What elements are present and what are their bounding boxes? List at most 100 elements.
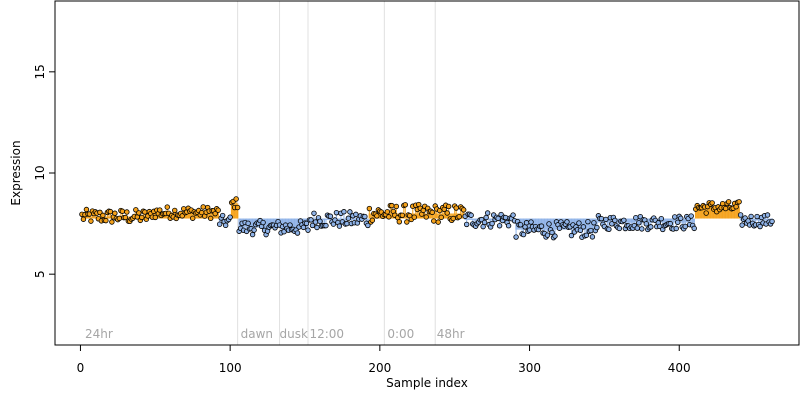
sample-point bbox=[164, 204, 170, 210]
sample-point bbox=[88, 218, 94, 224]
sample-point bbox=[603, 216, 609, 223]
sample-point bbox=[362, 213, 368, 220]
sample-point bbox=[658, 215, 664, 222]
sample-point bbox=[393, 203, 400, 210]
sample-point bbox=[100, 212, 106, 219]
sample-point bbox=[484, 210, 491, 216]
sample-point bbox=[538, 223, 545, 229]
sample-point bbox=[612, 217, 618, 224]
sample-point bbox=[583, 232, 590, 238]
data-points bbox=[79, 196, 775, 241]
condition-label: dusk bbox=[280, 327, 308, 341]
sample-point bbox=[353, 211, 359, 218]
sample-point bbox=[757, 223, 763, 230]
sample-point bbox=[643, 221, 650, 227]
sample-point bbox=[411, 214, 417, 220]
sample-point bbox=[577, 227, 584, 233]
sample-point bbox=[200, 204, 206, 210]
sample-point bbox=[446, 203, 452, 210]
sample-point bbox=[733, 203, 739, 210]
sample-point bbox=[588, 227, 594, 234]
sample-point bbox=[152, 214, 158, 221]
sample-point bbox=[725, 199, 732, 205]
sample-point bbox=[431, 218, 437, 224]
sample-point bbox=[639, 226, 645, 232]
sample-point bbox=[769, 218, 775, 225]
sample-point bbox=[737, 212, 744, 218]
sample-point bbox=[207, 215, 214, 222]
sample-point bbox=[520, 231, 527, 238]
sample-point bbox=[633, 214, 639, 221]
sample-point bbox=[312, 219, 319, 225]
sample-point bbox=[365, 222, 371, 229]
sample-point bbox=[523, 220, 530, 226]
sample-point bbox=[212, 210, 218, 217]
sample-point bbox=[576, 220, 582, 226]
x-axis: 0 100 200 300 400 bbox=[77, 345, 691, 375]
sample-point bbox=[216, 221, 223, 227]
sample-point bbox=[308, 217, 314, 223]
sample-point bbox=[402, 202, 408, 208]
sample-point bbox=[678, 215, 684, 221]
sample-point bbox=[489, 220, 495, 227]
sample-point bbox=[460, 207, 467, 213]
sample-point bbox=[589, 234, 596, 240]
sample-point bbox=[311, 210, 317, 216]
sample-point bbox=[544, 232, 551, 238]
sample-point bbox=[233, 196, 239, 202]
x-tick-label: 400 bbox=[668, 361, 691, 375]
sample-point bbox=[190, 215, 196, 221]
sample-point bbox=[234, 204, 241, 211]
sample-point bbox=[103, 217, 109, 224]
sample-point bbox=[122, 214, 129, 221]
sample-point bbox=[688, 213, 694, 219]
sample-point bbox=[219, 212, 226, 219]
sample-point bbox=[546, 221, 552, 227]
sample-point bbox=[594, 224, 600, 231]
sample-point bbox=[179, 213, 185, 219]
sample-point bbox=[336, 223, 343, 229]
sample-point bbox=[682, 223, 688, 230]
sample-point bbox=[634, 225, 641, 231]
sample-point bbox=[107, 208, 114, 215]
sample-point bbox=[495, 215, 501, 222]
sample-point bbox=[389, 202, 395, 209]
sample-point bbox=[287, 222, 293, 228]
sample-point bbox=[510, 212, 516, 218]
sample-point bbox=[119, 208, 126, 214]
condition-label: 12:00 bbox=[309, 327, 344, 341]
sample-point bbox=[112, 210, 118, 216]
sample-point bbox=[314, 224, 320, 231]
sample-point bbox=[564, 219, 570, 225]
sample-point bbox=[366, 205, 373, 212]
sample-point bbox=[404, 219, 410, 225]
x-tick-label: 200 bbox=[368, 361, 391, 375]
sample-point bbox=[585, 218, 591, 225]
sample-point bbox=[142, 209, 148, 215]
sample-point bbox=[305, 227, 311, 233]
sample-point bbox=[764, 212, 771, 218]
sample-point bbox=[109, 219, 115, 225]
segment-bar bbox=[464, 218, 516, 221]
sample-point bbox=[215, 207, 221, 213]
sample-point bbox=[374, 213, 380, 219]
sample-point bbox=[483, 214, 489, 221]
sample-point bbox=[748, 213, 754, 220]
sample-point bbox=[172, 207, 178, 214]
sample-point bbox=[344, 220, 350, 227]
condition-label: 0:00 bbox=[387, 327, 414, 341]
sample-point bbox=[496, 223, 503, 229]
sample-point bbox=[736, 199, 742, 205]
sample-point bbox=[260, 219, 266, 226]
sample-point bbox=[444, 210, 450, 216]
y-axis-label: Expression bbox=[9, 140, 23, 205]
sample-point bbox=[222, 222, 229, 229]
sample-point bbox=[386, 214, 392, 220]
sample-point bbox=[481, 219, 488, 226]
sample-point bbox=[227, 214, 233, 220]
y-tick-label: 10 bbox=[33, 165, 47, 180]
sample-point bbox=[300, 224, 307, 231]
sample-point bbox=[591, 220, 597, 226]
sample-point bbox=[83, 206, 90, 213]
